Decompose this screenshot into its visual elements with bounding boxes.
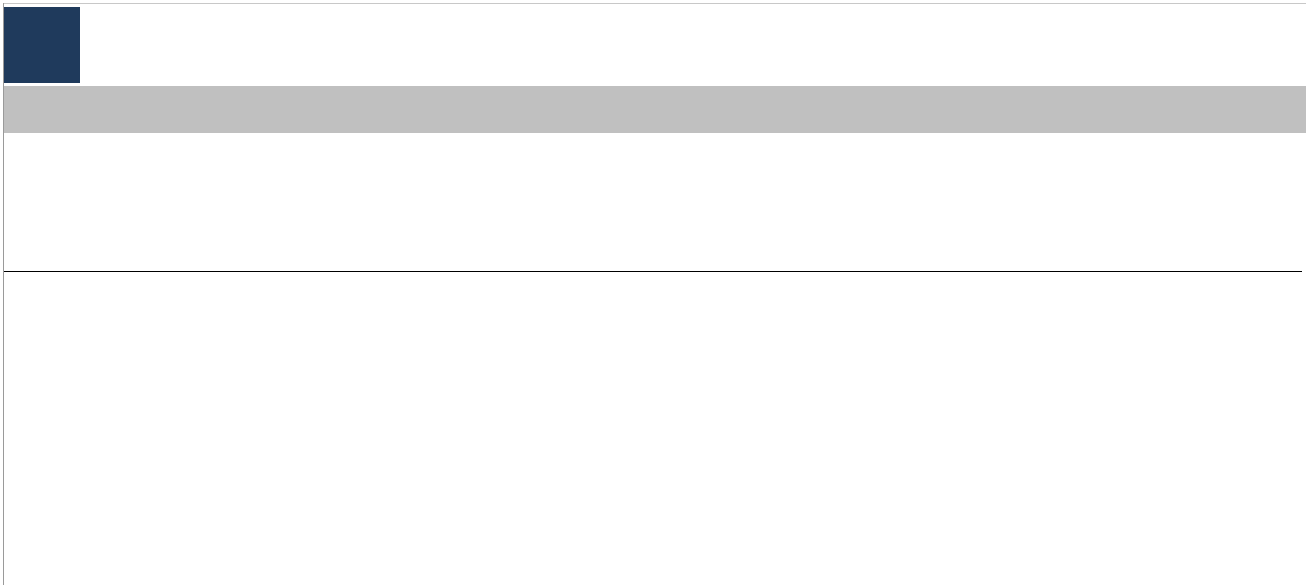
frame-top-border	[3, 3, 1306, 4]
comparison-band	[4, 86, 1306, 133]
company-logo	[4, 7, 80, 83]
header-rule	[4, 271, 1302, 272]
frame-left-border	[3, 3, 4, 585]
